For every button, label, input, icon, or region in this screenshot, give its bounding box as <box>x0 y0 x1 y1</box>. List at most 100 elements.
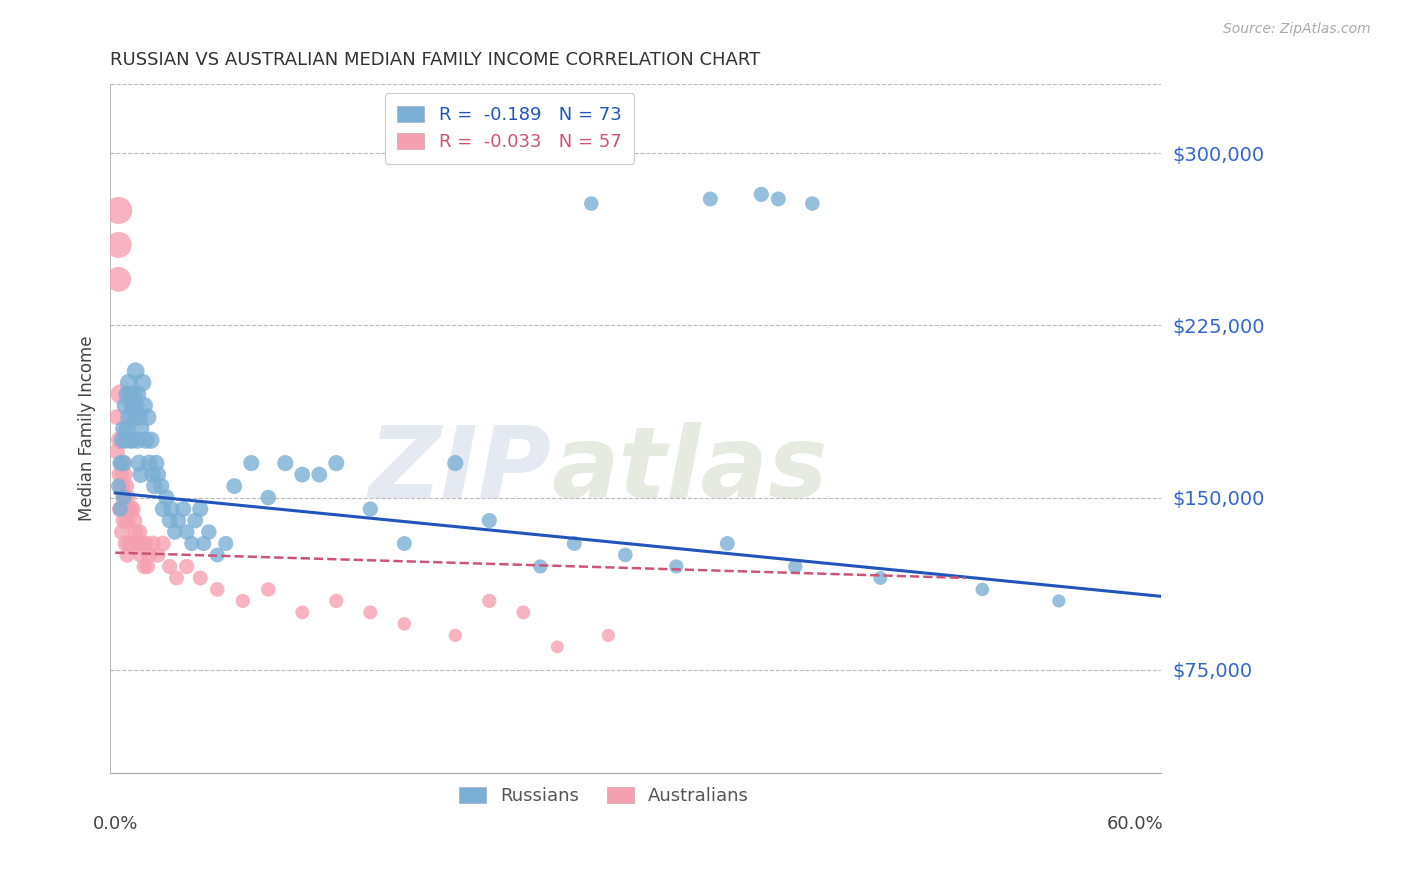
Point <box>131 376 153 390</box>
Point <box>166 571 188 585</box>
Point <box>167 514 190 528</box>
Point <box>176 559 198 574</box>
Point <box>240 456 263 470</box>
Point <box>172 502 194 516</box>
Text: 0.0%: 0.0% <box>93 814 138 832</box>
Point <box>120 433 142 447</box>
Point <box>112 456 135 470</box>
Point <box>127 433 149 447</box>
Point <box>120 536 142 550</box>
Point <box>121 502 143 516</box>
Point <box>146 548 169 562</box>
Point <box>394 616 416 631</box>
Point <box>129 422 152 436</box>
Point <box>768 192 790 206</box>
Point <box>180 536 202 550</box>
Point <box>124 399 146 413</box>
Text: Source: ZipAtlas.com: Source: ZipAtlas.com <box>1223 22 1371 37</box>
Point <box>274 456 297 470</box>
Point <box>120 502 142 516</box>
Point <box>1047 594 1070 608</box>
Point <box>110 456 132 470</box>
Point <box>118 376 141 390</box>
Point <box>749 187 772 202</box>
Point <box>111 524 134 539</box>
Point <box>444 456 467 470</box>
Point <box>134 559 156 574</box>
Point <box>163 524 186 539</box>
Point <box>359 502 381 516</box>
Point <box>478 594 501 608</box>
Text: atlas: atlas <box>551 422 828 518</box>
Point <box>107 479 129 493</box>
Point <box>112 514 135 528</box>
Point <box>112 491 135 505</box>
Point <box>160 502 183 516</box>
Point <box>122 514 145 528</box>
Point <box>215 536 238 550</box>
Point <box>546 640 568 654</box>
Point <box>129 548 152 562</box>
Point <box>107 238 129 252</box>
Point <box>118 536 141 550</box>
Point <box>143 479 166 493</box>
Point <box>122 387 145 401</box>
Point <box>139 433 162 447</box>
Point <box>257 491 280 505</box>
Y-axis label: Median Family Income: Median Family Income <box>79 336 96 522</box>
Point <box>478 514 501 528</box>
Point <box>325 594 347 608</box>
Point <box>114 479 136 493</box>
Point <box>124 364 146 378</box>
Point <box>111 502 134 516</box>
Point <box>111 479 134 493</box>
Point <box>115 548 138 562</box>
Point <box>107 203 129 218</box>
Legend: Russians, Australians: Russians, Australians <box>451 780 756 813</box>
Point <box>598 628 620 642</box>
Point <box>184 514 207 528</box>
Point <box>188 502 211 516</box>
Point <box>699 192 721 206</box>
Text: ZIP: ZIP <box>368 422 551 518</box>
Point <box>115 422 138 436</box>
Point <box>614 548 637 562</box>
Point <box>197 524 219 539</box>
Point <box>142 536 165 550</box>
Point <box>112 491 135 505</box>
Point <box>105 444 128 458</box>
Point <box>665 559 688 574</box>
Point <box>107 272 129 286</box>
Point <box>581 196 603 211</box>
Point <box>131 536 153 550</box>
Point <box>110 502 132 516</box>
Point <box>145 456 167 470</box>
Point <box>112 422 135 436</box>
Point <box>135 536 157 550</box>
Point <box>110 467 132 482</box>
Point <box>120 387 142 401</box>
Point <box>152 536 174 550</box>
Point <box>224 479 246 493</box>
Point <box>159 559 181 574</box>
Text: 60.0%: 60.0% <box>1107 814 1164 832</box>
Point <box>118 502 141 516</box>
Point <box>114 502 136 516</box>
Point <box>257 582 280 597</box>
Point <box>118 410 141 425</box>
Point <box>127 387 149 401</box>
Point <box>121 399 143 413</box>
Point <box>232 594 254 608</box>
Point <box>135 433 157 447</box>
Point <box>136 559 159 574</box>
Point <box>142 467 165 482</box>
Point <box>207 548 229 562</box>
Point <box>114 433 136 447</box>
Point <box>155 491 177 505</box>
Point <box>176 524 198 539</box>
Point <box>114 399 136 413</box>
Point <box>308 467 330 482</box>
Point <box>159 514 181 528</box>
Point <box>138 456 160 470</box>
Point <box>801 196 824 211</box>
